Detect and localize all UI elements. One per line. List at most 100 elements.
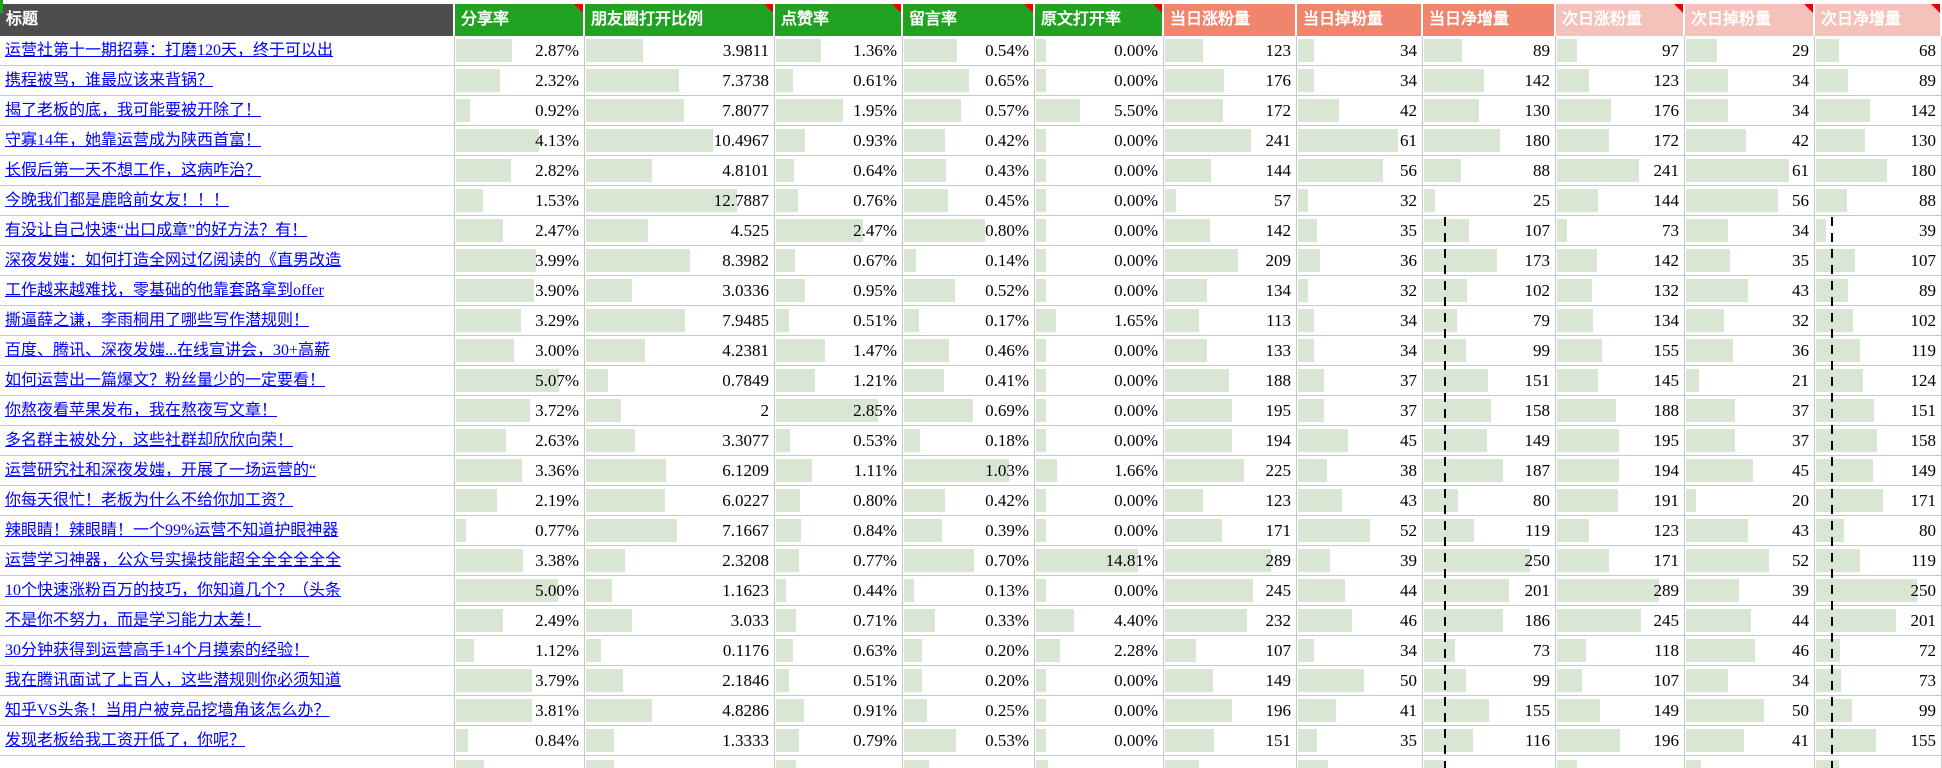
value-cell[interactable]: 89 xyxy=(1815,276,1942,306)
value-cell[interactable]: 3.99% xyxy=(455,246,585,276)
value-cell[interactable]: 132 xyxy=(1556,276,1685,306)
title-cell[interactable]: 百度、腾讯、深夜发媸...在线宣讲会，30+高薪 xyxy=(0,336,455,366)
value-cell[interactable]: 50 xyxy=(1297,666,1423,696)
column-header-3[interactable]: 点赞率 xyxy=(775,4,903,36)
value-cell[interactable]: 3.90% xyxy=(455,276,585,306)
value-cell[interactable]: 0.25% xyxy=(903,696,1035,726)
value-cell[interactable]: 1.47% xyxy=(775,336,903,366)
value-cell[interactable] xyxy=(1164,756,1297,768)
value-cell[interactable]: 8.3982 xyxy=(585,246,775,276)
value-cell[interactable]: 0.00% xyxy=(1035,666,1164,696)
value-cell[interactable]: 0.53% xyxy=(775,426,903,456)
article-link[interactable]: 如何运营出一篇爆文？粉丝量少的一定要看！ xyxy=(5,372,326,389)
value-cell[interactable]: 0.80% xyxy=(903,216,1035,246)
value-cell[interactable]: 37 xyxy=(1685,396,1815,426)
value-cell[interactable]: 32 xyxy=(1297,276,1423,306)
title-cell[interactable]: 守寡14年，她靠运营成为陕西首富！ xyxy=(0,126,455,156)
value-cell[interactable]: 186 xyxy=(1423,606,1556,636)
article-link[interactable]: 长假后第一天不想工作，这病咋治？ xyxy=(5,162,262,179)
value-cell[interactable]: 158 xyxy=(1423,396,1556,426)
value-cell[interactable]: 118 xyxy=(1556,636,1685,666)
title-cell[interactable]: 工作越来越难找，零基础的他靠套路拿到offer xyxy=(0,276,455,306)
value-cell[interactable]: 134 xyxy=(1556,306,1685,336)
value-cell[interactable]: 1.53% xyxy=(455,186,585,216)
value-cell[interactable]: 0.00% xyxy=(1035,216,1164,246)
article-link[interactable]: 知乎VS头条！当用户被竞品挖墙角该怎么办？ xyxy=(5,702,330,719)
value-cell[interactable]: 225 xyxy=(1164,456,1297,486)
value-cell[interactable]: 0.51% xyxy=(775,306,903,336)
article-link[interactable]: 揭了老板的底，我可能要被开除了！ xyxy=(5,102,262,119)
article-link[interactable]: 运营社第十一期招募：打磨120天，终于可以出 xyxy=(5,42,334,59)
value-cell[interactable]: 0.45% xyxy=(903,186,1035,216)
value-cell[interactable]: 158 xyxy=(1815,426,1942,456)
value-cell[interactable]: 2.82% xyxy=(455,156,585,186)
value-cell[interactable]: 4.525 xyxy=(585,216,775,246)
value-cell[interactable]: 119 xyxy=(1815,336,1942,366)
value-cell[interactable]: 0.7849 xyxy=(585,366,775,396)
article-link[interactable]: 工作越来越难找，零基础的他靠套路拿到offer xyxy=(5,282,324,299)
value-cell[interactable]: 2.49% xyxy=(455,606,585,636)
value-cell[interactable]: 7.9485 xyxy=(585,306,775,336)
title-cell[interactable]: 携程被骂，谁最应该来背锅？ xyxy=(0,66,455,96)
value-cell[interactable]: 52 xyxy=(1685,546,1815,576)
value-cell[interactable]: 196 xyxy=(1164,696,1297,726)
value-cell[interactable]: 34 xyxy=(1685,216,1815,246)
value-cell[interactable]: 0.00% xyxy=(1035,156,1164,186)
value-cell[interactable]: 0.42% xyxy=(903,126,1035,156)
value-cell[interactable]: 149 xyxy=(1423,426,1556,456)
value-cell[interactable]: 241 xyxy=(1164,126,1297,156)
value-cell[interactable]: 1.65% xyxy=(1035,306,1164,336)
value-cell[interactable]: 188 xyxy=(1556,396,1685,426)
value-cell[interactable]: 187 xyxy=(1423,456,1556,486)
value-cell[interactable]: 2.87% xyxy=(455,36,585,66)
value-cell[interactable]: 32 xyxy=(1297,186,1423,216)
value-cell[interactable]: 155 xyxy=(1423,696,1556,726)
value-cell[interactable]: 39 xyxy=(1685,576,1815,606)
value-cell[interactable]: 151 xyxy=(1815,396,1942,426)
article-link[interactable]: 多名群主被处分，这些社群却欣欣向荣！ xyxy=(5,432,294,449)
value-cell[interactable]: 7.8077 xyxy=(585,96,775,126)
column-header-8[interactable]: 当日净增量 xyxy=(1423,4,1556,36)
value-cell[interactable]: 0.00% xyxy=(1035,246,1164,276)
value-cell[interactable]: 195 xyxy=(1164,396,1297,426)
value-cell[interactable]: 0.76% xyxy=(775,186,903,216)
value-cell[interactable]: 73 xyxy=(1556,216,1685,246)
value-cell[interactable]: 39 xyxy=(1297,546,1423,576)
value-cell[interactable]: 20 xyxy=(1685,486,1815,516)
value-cell[interactable] xyxy=(775,756,903,768)
value-cell[interactable]: 7.3738 xyxy=(585,66,775,96)
value-cell[interactable]: 46 xyxy=(1685,636,1815,666)
value-cell[interactable]: 52 xyxy=(1297,516,1423,546)
value-cell[interactable]: 3.81% xyxy=(455,696,585,726)
value-cell[interactable]: 0.93% xyxy=(775,126,903,156)
article-link[interactable]: 撕逼薛之谦，李雨桐用了哪些写作潜规则！ xyxy=(5,312,310,329)
value-cell[interactable]: 37 xyxy=(1297,366,1423,396)
value-cell[interactable]: 209 xyxy=(1164,246,1297,276)
value-cell[interactable]: 1.21% xyxy=(775,366,903,396)
value-cell[interactable]: 29 xyxy=(1685,36,1815,66)
value-cell[interactable]: 142 xyxy=(1556,246,1685,276)
value-cell[interactable]: 2.3208 xyxy=(585,546,775,576)
value-cell[interactable]: 3.033 xyxy=(585,606,775,636)
article-link[interactable]: 携程被骂，谁最应该来背锅？ xyxy=(5,72,214,89)
value-cell[interactable]: 245 xyxy=(1164,576,1297,606)
value-cell[interactable]: 194 xyxy=(1164,426,1297,456)
value-cell[interactable]: 176 xyxy=(1164,66,1297,96)
value-cell[interactable]: 0.13% xyxy=(903,576,1035,606)
article-link[interactable]: 发现老板给我工资开低了，你呢？ xyxy=(5,732,246,749)
value-cell[interactable]: 107 xyxy=(1556,666,1685,696)
value-cell[interactable]: 145 xyxy=(1556,366,1685,396)
value-cell[interactable]: 0.00% xyxy=(1035,276,1164,306)
value-cell[interactable]: 195 xyxy=(1556,426,1685,456)
value-cell[interactable]: 0.00% xyxy=(1035,126,1164,156)
article-link[interactable]: 深夜发媸：如何打造全网过亿阅读的《直男改造 xyxy=(5,252,342,269)
value-cell[interactable]: 61 xyxy=(1297,126,1423,156)
column-header-7[interactable]: 当日掉粉量 xyxy=(1297,4,1423,36)
value-cell[interactable]: 188 xyxy=(1164,366,1297,396)
title-cell[interactable]: 30分钟获得到运营高手14个月摸索的经验！ xyxy=(0,636,455,666)
article-link[interactable]: 有没让自己快速“出口成章”的好方法？有！ xyxy=(5,222,308,239)
value-cell[interactable]: 130 xyxy=(1423,96,1556,126)
value-cell[interactable]: 102 xyxy=(1423,276,1556,306)
value-cell[interactable]: 142 xyxy=(1423,66,1556,96)
article-link[interactable]: 百度、腾讯、深夜发媸...在线宣讲会，30+高薪 xyxy=(5,342,331,359)
